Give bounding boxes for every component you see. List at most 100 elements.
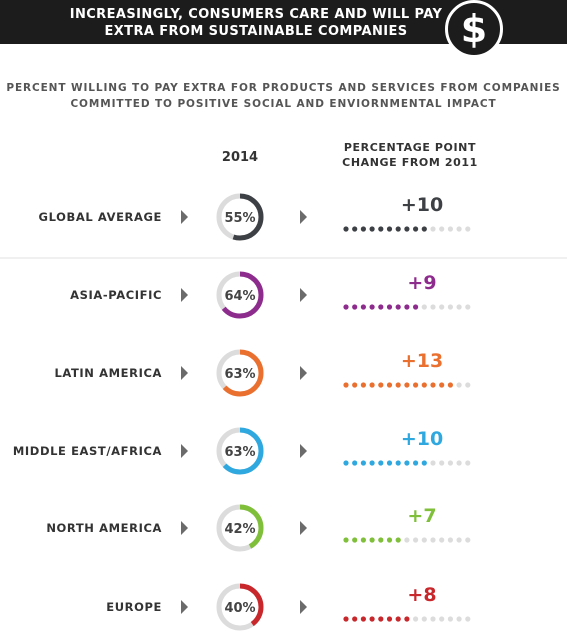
change-dot-filled	[369, 382, 375, 388]
change-dot-filled	[360, 382, 366, 388]
change-dot-filled	[352, 382, 358, 388]
change-dot-filled	[360, 226, 366, 232]
change-dot-filled	[343, 460, 349, 466]
change-dot-empty	[439, 304, 445, 310]
chart-subtitle: PERCENT WILLING TO PAY EXTRA FOR PRODUCT…	[6, 82, 561, 110]
percent-label: 42%	[224, 522, 255, 537]
arrow-right-icon	[181, 366, 188, 380]
change-dot-filled	[395, 537, 401, 543]
change-dot-filled	[395, 460, 401, 466]
banner: INCREASINGLY, CONSUMERS CARE AND WILL PA…	[0, 0, 567, 60]
change-dot-empty	[465, 460, 471, 466]
change-dot-filled	[421, 460, 427, 466]
change-dot-empty	[447, 226, 453, 232]
percent-label: 63%	[224, 445, 255, 460]
change-dot-filled	[404, 304, 410, 310]
change-dot-filled	[352, 226, 358, 232]
change-dot-empty	[465, 616, 471, 622]
region-label: EUROPE	[106, 600, 162, 614]
ring-value-arc	[216, 427, 264, 475]
change-label: +8	[407, 584, 436, 606]
change-dot-empty	[430, 304, 436, 310]
arrow-right-icon	[181, 288, 188, 302]
dollar-icon: $	[445, 0, 503, 58]
change-dot-filled	[343, 382, 349, 388]
region-label: LATIN AMERICA	[54, 366, 162, 380]
change-dot-filled	[343, 537, 349, 543]
change-dot-filled	[378, 304, 384, 310]
arrow-right-icon	[300, 210, 307, 224]
change-label: +7	[407, 505, 436, 527]
arrow-right-icon	[300, 600, 307, 614]
change-dot-filled	[378, 382, 384, 388]
ring-value-arc	[216, 193, 264, 241]
change-dot-empty	[456, 460, 462, 466]
arrow-right-icon	[181, 210, 188, 224]
change-dot-empty	[465, 226, 471, 232]
arrow-right-icon	[300, 288, 307, 302]
change-dot-filled	[352, 460, 358, 466]
change-dot-empty	[447, 616, 453, 622]
change-dot-filled	[360, 537, 366, 543]
arrow-right-icon	[181, 600, 188, 614]
change-dot-filled	[378, 226, 384, 232]
arrow-right-icon	[181, 444, 188, 458]
change-label: +9	[407, 272, 436, 294]
change-dot-filled	[447, 382, 453, 388]
change-label: +13	[401, 350, 443, 372]
change-dot-filled	[352, 537, 358, 543]
change-dot-filled	[413, 304, 419, 310]
column-header-year: 2014	[221, 150, 259, 165]
ring-value-arc	[216, 583, 264, 631]
change-dot-filled	[369, 304, 375, 310]
change-dot-empty	[456, 382, 462, 388]
change-dot-empty	[456, 226, 462, 232]
change-dot-empty	[465, 537, 471, 543]
change-dot-empty	[439, 460, 445, 466]
change-dot-filled	[413, 460, 419, 466]
change-dot-filled	[395, 304, 401, 310]
change-dot-empty	[465, 382, 471, 388]
change-dot-filled	[404, 616, 410, 622]
change-dot-filled	[386, 304, 393, 310]
percent-label: 63%	[224, 367, 255, 382]
change-dot-empty	[413, 616, 419, 622]
change-dot-filled	[413, 382, 419, 388]
change-dot-filled	[378, 616, 384, 622]
change-dot-empty	[413, 537, 419, 543]
change-label: +10	[401, 194, 443, 216]
change-dot-empty	[421, 304, 427, 310]
arrow-right-icon	[300, 521, 307, 535]
change-dot-empty	[430, 616, 436, 622]
change-dot-filled	[404, 382, 410, 388]
arrow-right-icon	[300, 366, 307, 380]
change-dot-filled	[352, 616, 358, 622]
percent-label: 40%	[224, 601, 255, 616]
change-dot-empty	[456, 304, 462, 310]
change-dot-empty	[456, 616, 462, 622]
change-dot-filled	[421, 226, 427, 232]
change-dot-empty	[404, 537, 410, 543]
percent-label: 64%	[224, 289, 255, 304]
change-dot-empty	[430, 537, 436, 543]
change-dot-filled	[343, 304, 349, 310]
change-dot-empty	[430, 460, 436, 466]
region-label: GLOBAL AVERAGE	[39, 210, 162, 224]
change-dot-filled	[360, 304, 366, 310]
arrow-right-icon	[300, 444, 307, 458]
change-dot-empty	[447, 304, 453, 310]
change-dot-filled	[386, 226, 393, 232]
change-dot-filled	[439, 382, 445, 388]
ring-value-arc	[216, 271, 264, 319]
change-dot-empty	[465, 304, 471, 310]
change-dot-filled	[343, 226, 349, 232]
ring-value-arc	[216, 349, 264, 397]
change-dot-filled	[369, 616, 375, 622]
change-dot-filled	[386, 537, 393, 543]
banner-title: INCREASINGLY, CONSUMERS CARE AND WILL PA…	[69, 7, 443, 39]
change-dot-empty	[447, 537, 453, 543]
change-dot-empty	[439, 616, 445, 622]
change-dot-filled	[343, 616, 349, 622]
change-dot-filled	[352, 304, 358, 310]
change-dot-empty	[456, 537, 462, 543]
